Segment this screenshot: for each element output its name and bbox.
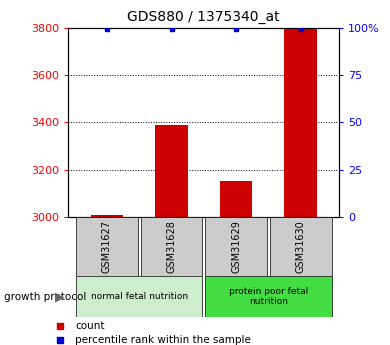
Bar	[220, 180, 252, 217]
Text: percentile rank within the sample: percentile rank within the sample	[75, 335, 251, 345]
Text: protein poor fetal
nutrition: protein poor fetal nutrition	[229, 287, 308, 306]
Bar	[140, 217, 202, 276]
Text: GSM31628: GSM31628	[167, 220, 177, 273]
Text: count: count	[75, 321, 105, 331]
Text: GSM31627: GSM31627	[102, 220, 112, 273]
Text: normal fetal nutrition: normal fetal nutrition	[91, 292, 188, 301]
Text: growth protocol: growth protocol	[4, 292, 86, 302]
Bar	[76, 217, 138, 276]
Bar	[91, 215, 123, 217]
Bar	[284, 28, 317, 217]
Title: GDS880 / 1375340_at: GDS880 / 1375340_at	[128, 10, 280, 24]
Bar	[76, 276, 202, 317]
Bar	[205, 276, 332, 317]
Bar	[205, 217, 267, 276]
Bar	[155, 125, 188, 217]
Text: GSM31630: GSM31630	[296, 220, 306, 273]
Text: GSM31629: GSM31629	[231, 220, 241, 273]
Text: ▶: ▶	[55, 290, 64, 303]
Bar	[269, 217, 331, 276]
